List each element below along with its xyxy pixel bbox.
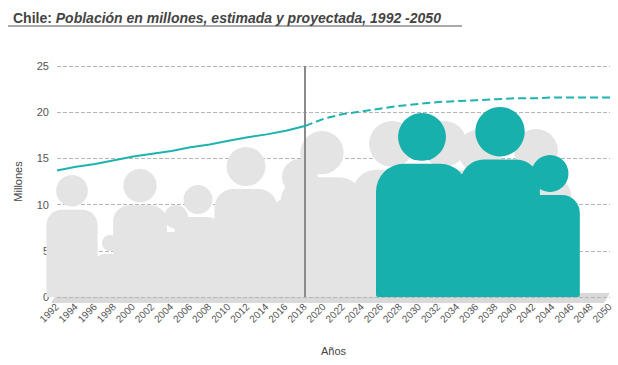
svg-text:2048: 2048	[571, 301, 595, 325]
svg-text:Millones: Millones	[12, 161, 24, 202]
svg-text:Años: Años	[321, 345, 347, 357]
svg-text:2022: 2022	[323, 301, 347, 325]
svg-text:2028: 2028	[381, 301, 405, 325]
svg-text:1996: 1996	[76, 301, 100, 325]
svg-text:Población en millones, estimad: Población en millones, estimada y proyec…	[52, 10, 441, 26]
svg-text:2014: 2014	[247, 301, 271, 325]
svg-text:1992: 1992	[37, 301, 61, 325]
svg-text:2020: 2020	[304, 301, 328, 325]
svg-text:2012: 2012	[228, 301, 252, 325]
svg-text:2032: 2032	[419, 301, 443, 325]
svg-text:0: 0	[42, 291, 49, 303]
svg-text:2040: 2040	[495, 301, 519, 325]
svg-text:2006: 2006	[171, 301, 195, 325]
svg-text:1998: 1998	[95, 301, 119, 325]
svg-text:2046: 2046	[552, 301, 576, 325]
svg-text:2004: 2004	[152, 301, 176, 325]
svg-text:Chile:: Chile:	[13, 10, 52, 26]
svg-text:10: 10	[37, 199, 49, 211]
svg-text:25: 25	[37, 60, 49, 72]
svg-text:2002: 2002	[133, 301, 157, 325]
svg-text:2016: 2016	[266, 301, 290, 325]
svg-text:2026: 2026	[362, 301, 386, 325]
svg-text:2038: 2038	[476, 301, 500, 325]
svg-text:1994: 1994	[56, 301, 80, 325]
svg-text:2018: 2018	[285, 301, 309, 325]
svg-text:15: 15	[37, 152, 49, 164]
svg-text:2024: 2024	[343, 301, 367, 325]
svg-text:2008: 2008	[190, 301, 214, 325]
svg-text:2034: 2034	[438, 301, 462, 325]
svg-text:2010: 2010	[209, 301, 233, 325]
svg-text:5: 5	[42, 244, 49, 257]
svg-text:2042: 2042	[514, 301, 538, 325]
svg-text:2050: 2050	[590, 301, 614, 325]
svg-text:2030: 2030	[400, 301, 424, 325]
svg-text:2036: 2036	[457, 301, 481, 325]
svg-text:20: 20	[37, 106, 49, 118]
svg-text:2000: 2000	[114, 301, 138, 325]
svg-text:2044: 2044	[533, 301, 557, 325]
